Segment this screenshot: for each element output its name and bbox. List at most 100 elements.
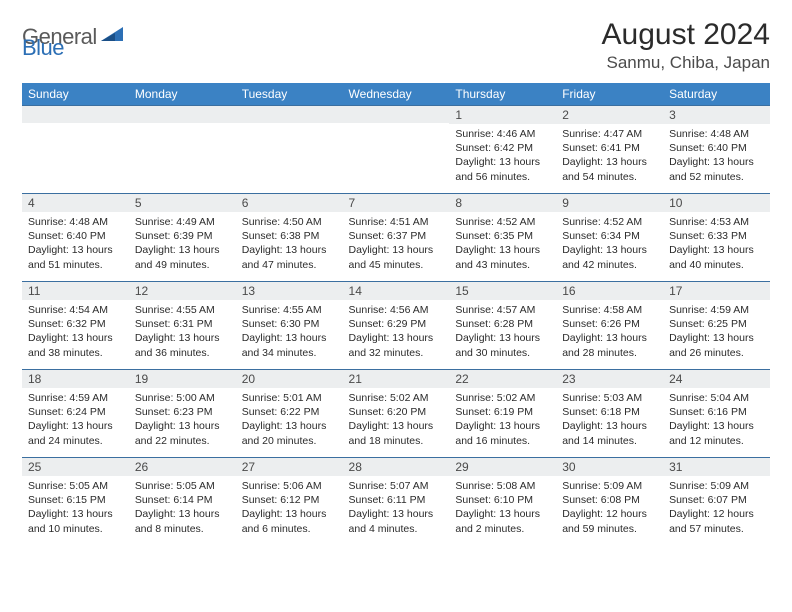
calendar-cell: 8Sunrise: 4:52 AMSunset: 6:35 PMDaylight… [449, 193, 556, 281]
day-content: Sunrise: 4:57 AMSunset: 6:28 PMDaylight:… [449, 300, 556, 364]
calendar-week-row: 18Sunrise: 4:59 AMSunset: 6:24 PMDayligh… [22, 369, 770, 457]
calendar-cell: 14Sunrise: 4:56 AMSunset: 6:29 PMDayligh… [343, 281, 450, 369]
day-content: Sunrise: 4:55 AMSunset: 6:30 PMDaylight:… [236, 300, 343, 364]
day-number: 22 [449, 369, 556, 388]
header: General August 2024 Sanmu, Chiba, Japan [22, 18, 770, 73]
empty-day [22, 105, 129, 123]
day-content: Sunrise: 4:55 AMSunset: 6:31 PMDaylight:… [129, 300, 236, 364]
calendar-cell: 12Sunrise: 4:55 AMSunset: 6:31 PMDayligh… [129, 281, 236, 369]
day-content: Sunrise: 4:58 AMSunset: 6:26 PMDaylight:… [556, 300, 663, 364]
calendar-cell: 15Sunrise: 4:57 AMSunset: 6:28 PMDayligh… [449, 281, 556, 369]
calendar-cell: 21Sunrise: 5:02 AMSunset: 6:20 PMDayligh… [343, 369, 450, 457]
day-of-week-row: SundayMondayTuesdayWednesdayThursdayFrid… [22, 83, 770, 105]
calendar-week-row: 4Sunrise: 4:48 AMSunset: 6:40 PMDaylight… [22, 193, 770, 281]
location: Sanmu, Chiba, Japan [602, 53, 770, 73]
day-number: 19 [129, 369, 236, 388]
day-content: Sunrise: 4:54 AMSunset: 6:32 PMDaylight:… [22, 300, 129, 364]
calendar-week-row: 1Sunrise: 4:46 AMSunset: 6:42 PMDaylight… [22, 105, 770, 193]
day-number: 21 [343, 369, 450, 388]
day-number: 17 [663, 281, 770, 300]
day-content: Sunrise: 4:52 AMSunset: 6:35 PMDaylight:… [449, 212, 556, 276]
day-content: Sunrise: 5:05 AMSunset: 6:14 PMDaylight:… [129, 476, 236, 540]
day-number: 15 [449, 281, 556, 300]
day-number: 26 [129, 457, 236, 476]
day-content: Sunrise: 5:09 AMSunset: 6:08 PMDaylight:… [556, 476, 663, 540]
calendar-cell: 26Sunrise: 5:05 AMSunset: 6:14 PMDayligh… [129, 457, 236, 545]
day-content: Sunrise: 4:47 AMSunset: 6:41 PMDaylight:… [556, 124, 663, 188]
day-number: 18 [22, 369, 129, 388]
day-content: Sunrise: 4:49 AMSunset: 6:39 PMDaylight:… [129, 212, 236, 276]
day-number: 12 [129, 281, 236, 300]
day-number: 24 [663, 369, 770, 388]
day-content: Sunrise: 5:07 AMSunset: 6:11 PMDaylight:… [343, 476, 450, 540]
day-content: Sunrise: 4:53 AMSunset: 6:33 PMDaylight:… [663, 212, 770, 276]
calendar-cell: 19Sunrise: 5:00 AMSunset: 6:23 PMDayligh… [129, 369, 236, 457]
day-number: 11 [22, 281, 129, 300]
day-number: 2 [556, 105, 663, 124]
day-header: Friday [556, 83, 663, 105]
day-number: 14 [343, 281, 450, 300]
calendar-cell: 18Sunrise: 4:59 AMSunset: 6:24 PMDayligh… [22, 369, 129, 457]
calendar-cell: 16Sunrise: 4:58 AMSunset: 6:26 PMDayligh… [556, 281, 663, 369]
calendar-cell: 7Sunrise: 4:51 AMSunset: 6:37 PMDaylight… [343, 193, 450, 281]
month-title: August 2024 [602, 18, 770, 51]
calendar-cell: 17Sunrise: 4:59 AMSunset: 6:25 PMDayligh… [663, 281, 770, 369]
calendar-cell: 24Sunrise: 5:04 AMSunset: 6:16 PMDayligh… [663, 369, 770, 457]
empty-day [343, 105, 450, 123]
day-number: 9 [556, 193, 663, 212]
calendar-cell: 25Sunrise: 5:05 AMSunset: 6:15 PMDayligh… [22, 457, 129, 545]
day-number: 23 [556, 369, 663, 388]
day-content: Sunrise: 5:05 AMSunset: 6:15 PMDaylight:… [22, 476, 129, 540]
calendar-cell: 20Sunrise: 5:01 AMSunset: 6:22 PMDayligh… [236, 369, 343, 457]
day-content: Sunrise: 5:00 AMSunset: 6:23 PMDaylight:… [129, 388, 236, 452]
day-number: 16 [556, 281, 663, 300]
day-content: Sunrise: 4:59 AMSunset: 6:25 PMDaylight:… [663, 300, 770, 364]
day-number: 31 [663, 457, 770, 476]
calendar-cell: 31Sunrise: 5:09 AMSunset: 6:07 PMDayligh… [663, 457, 770, 545]
day-number: 30 [556, 457, 663, 476]
day-number: 25 [22, 457, 129, 476]
calendar-cell: 9Sunrise: 4:52 AMSunset: 6:34 PMDaylight… [556, 193, 663, 281]
calendar-cell: 13Sunrise: 4:55 AMSunset: 6:30 PMDayligh… [236, 281, 343, 369]
day-content: Sunrise: 5:03 AMSunset: 6:18 PMDaylight:… [556, 388, 663, 452]
day-header: Sunday [22, 83, 129, 105]
calendar-cell: 10Sunrise: 4:53 AMSunset: 6:33 PMDayligh… [663, 193, 770, 281]
logo-triangle-icon [101, 27, 123, 48]
day-content: Sunrise: 4:50 AMSunset: 6:38 PMDaylight:… [236, 212, 343, 276]
day-content: Sunrise: 4:48 AMSunset: 6:40 PMDaylight:… [663, 124, 770, 188]
day-content: Sunrise: 4:52 AMSunset: 6:34 PMDaylight:… [556, 212, 663, 276]
calendar-cell [129, 105, 236, 193]
day-number: 8 [449, 193, 556, 212]
calendar-cell [236, 105, 343, 193]
day-header: Thursday [449, 83, 556, 105]
calendar-cell [343, 105, 450, 193]
empty-day [129, 105, 236, 123]
logo-text-2: Blue [22, 35, 64, 61]
calendar-cell: 22Sunrise: 5:02 AMSunset: 6:19 PMDayligh… [449, 369, 556, 457]
calendar-week-row: 25Sunrise: 5:05 AMSunset: 6:15 PMDayligh… [22, 457, 770, 545]
day-header: Saturday [663, 83, 770, 105]
day-number: 3 [663, 105, 770, 124]
day-header: Monday [129, 83, 236, 105]
day-content: Sunrise: 5:06 AMSunset: 6:12 PMDaylight:… [236, 476, 343, 540]
day-number: 4 [22, 193, 129, 212]
title-block: August 2024 Sanmu, Chiba, Japan [602, 18, 770, 73]
day-number: 20 [236, 369, 343, 388]
calendar-cell: 27Sunrise: 5:06 AMSunset: 6:12 PMDayligh… [236, 457, 343, 545]
day-number: 13 [236, 281, 343, 300]
day-number: 6 [236, 193, 343, 212]
day-content: Sunrise: 5:09 AMSunset: 6:07 PMDaylight:… [663, 476, 770, 540]
calendar-cell [22, 105, 129, 193]
calendar-cell: 11Sunrise: 4:54 AMSunset: 6:32 PMDayligh… [22, 281, 129, 369]
day-header: Tuesday [236, 83, 343, 105]
day-number: 27 [236, 457, 343, 476]
calendar-cell: 2Sunrise: 4:47 AMSunset: 6:41 PMDaylight… [556, 105, 663, 193]
day-content: Sunrise: 5:08 AMSunset: 6:10 PMDaylight:… [449, 476, 556, 540]
calendar-cell: 5Sunrise: 4:49 AMSunset: 6:39 PMDaylight… [129, 193, 236, 281]
day-number: 28 [343, 457, 450, 476]
day-header: Wednesday [343, 83, 450, 105]
day-content: Sunrise: 5:02 AMSunset: 6:19 PMDaylight:… [449, 388, 556, 452]
calendar-table: SundayMondayTuesdayWednesdayThursdayFrid… [22, 83, 770, 545]
calendar-cell: 6Sunrise: 4:50 AMSunset: 6:38 PMDaylight… [236, 193, 343, 281]
calendar-cell: 23Sunrise: 5:03 AMSunset: 6:18 PMDayligh… [556, 369, 663, 457]
